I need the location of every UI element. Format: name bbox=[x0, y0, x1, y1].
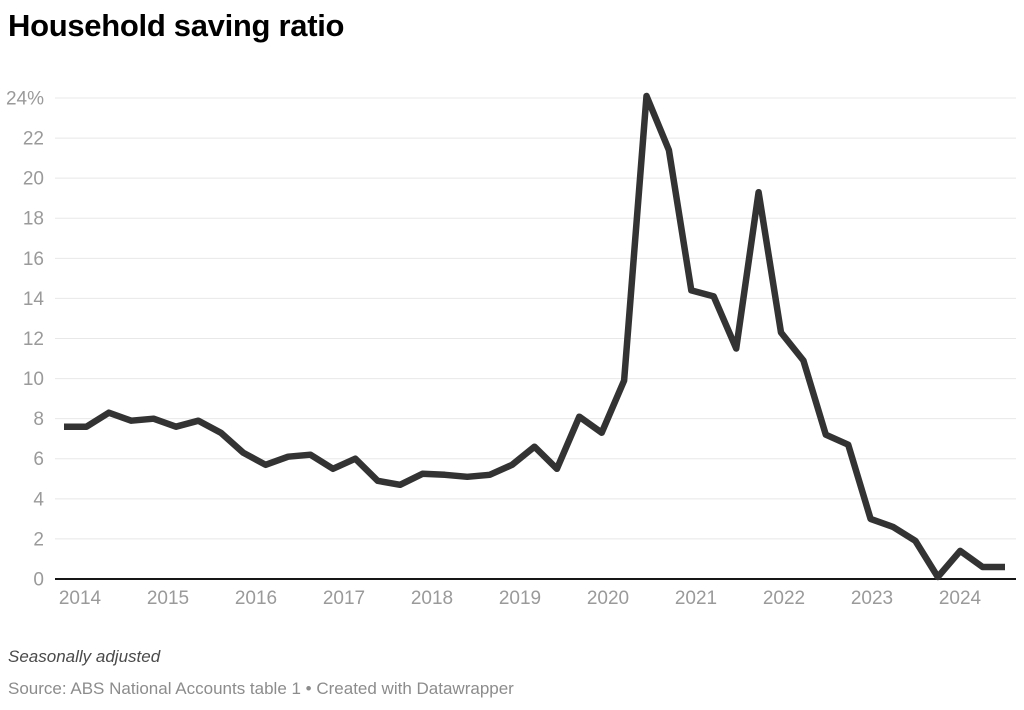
x-axis-tick-label: 2015 bbox=[147, 588, 189, 609]
saving-ratio-line bbox=[64, 92, 1005, 581]
x-axis-tick-label: 2014 bbox=[59, 588, 102, 609]
x-axis-tick-label: 2024 bbox=[939, 588, 982, 609]
y-axis-tick-label: 4 bbox=[33, 489, 44, 510]
x-axis-tick-label: 2017 bbox=[323, 588, 365, 609]
chart-source-line: Source: ABS National Accounts table 1 • … bbox=[8, 679, 514, 698]
x-axis-tick-label: 2023 bbox=[851, 588, 893, 609]
chart-title: Household saving ratio bbox=[8, 8, 345, 43]
x-axis-tick-label: 2016 bbox=[235, 588, 277, 609]
y-axis-tick-label: 14 bbox=[23, 289, 45, 310]
x-axis-tick-label: 2020 bbox=[587, 588, 629, 609]
x-axis-tick-label: 2018 bbox=[411, 588, 453, 609]
x-axis-tick-label: 2022 bbox=[763, 588, 805, 609]
y-axis-tick-label: 2 bbox=[33, 529, 44, 550]
y-axis-tick-label: 22 bbox=[23, 129, 44, 150]
y-axis-tick-label: 10 bbox=[23, 369, 44, 390]
y-axis-tick-label: 6 bbox=[33, 449, 44, 470]
y-axis-tick-label: 0 bbox=[33, 570, 44, 591]
y-axis-tick-label: 8 bbox=[33, 409, 44, 430]
y-axis-tick-label: 24% bbox=[6, 88, 44, 109]
y-axis-tick-label: 16 bbox=[23, 249, 44, 270]
x-axis-tick-label: 2019 bbox=[499, 588, 541, 609]
y-axis-tick-label: 18 bbox=[23, 209, 44, 230]
x-axis-tick-label: 2021 bbox=[675, 588, 717, 609]
y-axis-tick-label: 20 bbox=[23, 169, 44, 190]
chart-note: Seasonally adjusted bbox=[8, 647, 161, 666]
y-axis-tick-label: 12 bbox=[23, 329, 44, 350]
